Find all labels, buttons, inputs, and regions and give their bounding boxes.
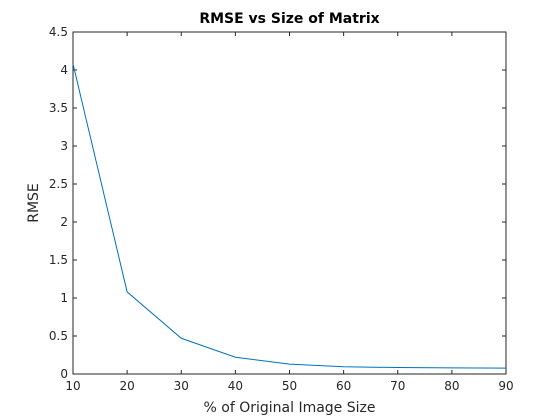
y-tick-label: 2 [60,215,68,229]
chart-title: RMSE vs Size of Matrix [199,11,379,27]
x-tick-label: 10 [65,379,80,393]
y-tick-label: 3.5 [49,101,68,115]
x-tick-label: 50 [282,379,297,393]
y-tick-label: 4.5 [49,25,68,39]
series-layer [72,63,507,369]
plot-area-frame [72,31,507,375]
series-line [72,63,507,369]
y-tick-label: 0 [60,367,68,381]
y-tick-label: 0.5 [49,329,68,343]
x-tick-label: 30 [174,379,189,393]
y-tick-label: 2.5 [49,177,68,191]
x-tick-label: 60 [336,379,351,393]
y-tick-label: 3 [60,139,68,153]
y-axis-label: RMSE [26,183,42,223]
axis-ticks: 10 20 30 40 50 60 70 80 90 0 0.5 1 1.5 2 2.5 3 3.5 4 4.5 [49,25,514,393]
x-tick-label: 20 [119,379,134,393]
x-tick-label: 40 [228,379,243,393]
x-axis-label: % of Original Image Size [204,400,376,416]
x-tick-label: 70 [390,379,405,393]
y-tick-label: 4 [60,63,68,77]
y-tick-label: 1.5 [49,253,68,267]
x-tick-label: 80 [444,379,459,393]
y-tick-label: 1 [60,291,68,305]
x-tick-label: 90 [498,379,513,393]
